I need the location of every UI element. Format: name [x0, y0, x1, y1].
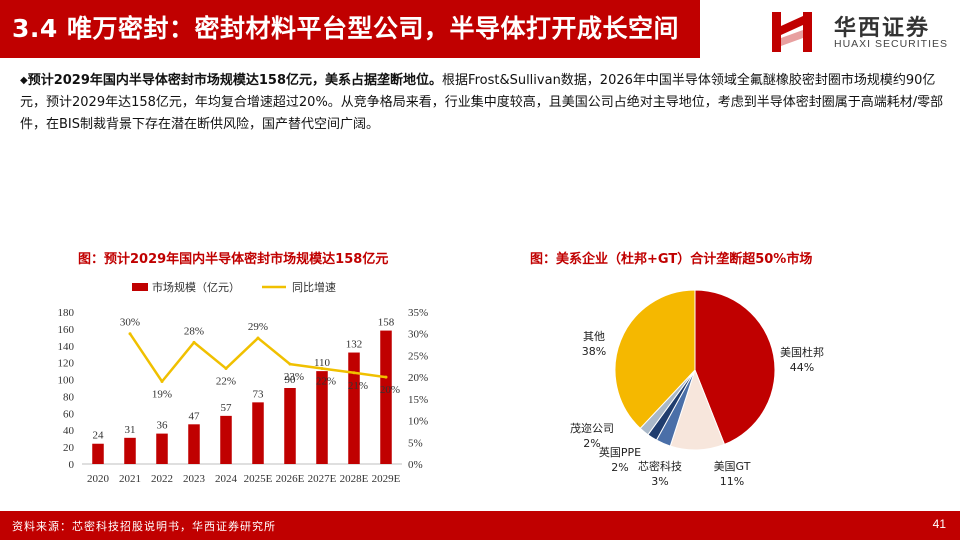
bar [316, 371, 328, 464]
market-size-chart: 市场规模（亿元） 同比增速 0 20 40 60 80 100 120 140 160 180 0% 5%… [58, 280, 429, 485]
pie-slice-name: 英国PPE [599, 445, 641, 459]
lead-body: 根据Frost&Sullivan数据，2026年中国半导体领域全氟醚橡胶密封圈市… [20, 73, 944, 132]
bar [92, 443, 104, 464]
y-left-tick-label: 120 [58, 358, 75, 370]
logo-chinese-text: 华西证券 [834, 15, 931, 41]
pie-slice-value: 3% [651, 475, 668, 488]
y-left-tick-label: 20 [63, 442, 75, 454]
y-left-tick-label: 140 [58, 341, 75, 353]
y-left-tick-label: 180 [58, 307, 75, 319]
x-tick-label: 2024 [215, 473, 238, 485]
lead-highlight: 预计2029年国内半导体密封市场规模达158亿元，美系占据垄断地位。 [27, 73, 443, 88]
y-right-tick-label: 30% [408, 329, 428, 341]
footer-bar: 资料来源：芯密科技招股说明书，华西证券研究所 41 [0, 511, 960, 540]
pie-slice-name: 芯密科技 [638, 459, 682, 473]
y-right-tick-label: 5% [408, 437, 423, 449]
pie-slice-name: 茂迩公司 [570, 421, 614, 435]
x-tick-label: 2027E [308, 473, 337, 485]
bar [380, 330, 392, 464]
pie-slice-value: 2% [611, 461, 628, 474]
x-tick-label: 2020 [87, 473, 110, 485]
brand-logo: 华西证券 HUAXI SECURITIES [764, 6, 954, 56]
growth-point [128, 332, 132, 336]
bar [156, 433, 168, 464]
growth-point [192, 340, 196, 344]
bar-value-label: 73 [253, 388, 265, 400]
y-right-tick-label: 15% [408, 394, 428, 406]
growth-value-label: 19% [152, 388, 172, 400]
bar-value-label: 132 [346, 339, 363, 351]
bar [348, 352, 360, 464]
growth-value-label: 22% [316, 375, 336, 387]
bar-chart-title: 图：预计2029年国内半导体密封市场规模达158亿元 [78, 252, 389, 267]
pie-slice-name: 美国GT [714, 460, 751, 473]
pie-slice-value: 44% [790, 361, 814, 374]
growth-point [160, 379, 164, 383]
y-left-tick-label: 60 [63, 408, 75, 420]
x-tick-label: 2026E [276, 473, 305, 485]
bar-value-label: 90 [285, 374, 297, 386]
pie-slice [694, 289, 776, 446]
growth-point [288, 362, 292, 366]
growth-value-label: 22% [216, 375, 236, 387]
pie-chart-title: 图：美系企业（杜邦+GT）合计垄断超50%市场 [530, 252, 813, 267]
bar [284, 388, 296, 464]
bar-value-label: 158 [378, 317, 395, 329]
x-tick-label: 2021 [119, 473, 141, 485]
y-left-tick-label: 160 [58, 324, 75, 336]
y-right-tick-label: 35% [408, 307, 428, 319]
pie-slice-value: 2% [583, 437, 600, 450]
x-tick-label: 2025E [244, 473, 273, 485]
growth-value-label: 21% [348, 380, 368, 392]
growth-point [224, 366, 228, 370]
source-note: 资料来源：芯密科技招股说明书，华西证券研究所 [12, 520, 276, 533]
growth-point [352, 371, 356, 375]
page-number: 41 [932, 517, 946, 531]
y-right-tick-label: 10% [408, 416, 428, 428]
bar-value-label: 57 [221, 402, 233, 414]
legend-label-growth: 同比增速 [292, 280, 336, 294]
bar-value-label: 36 [157, 420, 169, 432]
pie-slice-value: 38% [582, 345, 606, 358]
bar [188, 424, 200, 464]
legend-swatch-market-size [132, 283, 148, 291]
logo-english-text: HUAXI SECURITIES [834, 38, 949, 50]
growth-value-label: 20% [380, 384, 400, 396]
y-right-tick-label: 25% [408, 350, 428, 362]
x-tick-label: 2022 [151, 473, 173, 485]
pie-slice-value: 11% [720, 475, 744, 488]
growth-value-label: 28% [184, 325, 204, 337]
growth-point [384, 375, 388, 379]
growth-value-label: 30% [120, 317, 140, 329]
bar [124, 437, 136, 464]
bar-value-label: 24 [93, 430, 105, 442]
y-left-tick-label: 100 [58, 375, 75, 387]
y-left-tick-label: 40 [63, 425, 75, 437]
lead-paragraph: ◆预计2029年国内半导体密封市场规模达158亿元，美系占据垄断地位。根据Fro… [20, 70, 945, 136]
bullet-diamond-icon: ◆ [20, 75, 28, 86]
page-title: 3.4 唯万密封：密封材料平台型公司，半导体打开成长空间 [0, 0, 700, 58]
bar-value-label: 47 [189, 410, 201, 422]
pie-slice-name: 其他 [583, 330, 605, 343]
bar-value-label: 110 [314, 357, 331, 369]
growth-point [256, 336, 260, 340]
x-tick-label: 2029E [372, 473, 401, 485]
huaxi-logo-icon [772, 12, 812, 52]
bar-value-label: 31 [125, 424, 136, 436]
growth-point [320, 366, 324, 370]
bar [252, 402, 264, 464]
growth-value-label: 29% [248, 321, 268, 333]
pie-slice [614, 289, 696, 430]
bar [220, 415, 232, 464]
x-tick-label: 2028E [340, 473, 369, 485]
y-right-tick-label: 0% [408, 459, 423, 471]
legend-label-market-size: 市场规模（亿元） [152, 280, 240, 294]
pie-slice-name: 美国杜邦 [780, 345, 824, 359]
y-left-tick-label: 80 [63, 391, 75, 403]
y-left-tick-label: 0 [69, 459, 75, 471]
growth-value-label: 23% [284, 371, 304, 383]
y-right-tick-label: 20% [408, 372, 428, 384]
x-tick-label: 2023 [183, 473, 206, 485]
